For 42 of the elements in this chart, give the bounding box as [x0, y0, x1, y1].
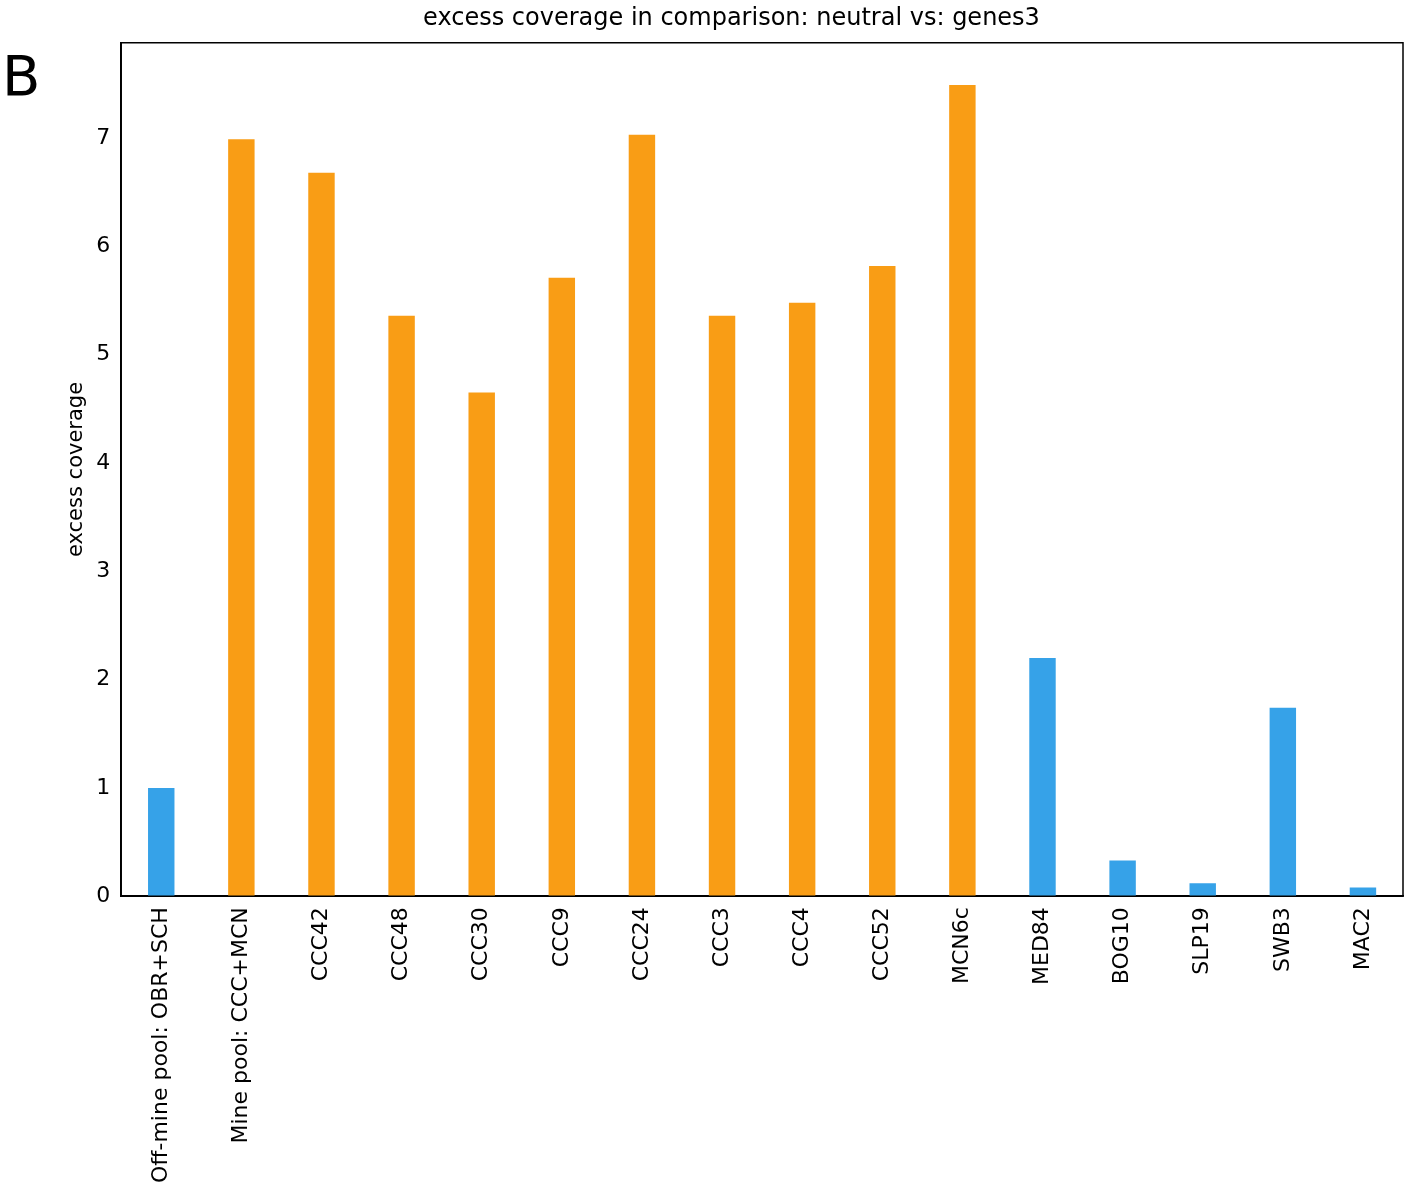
x-tick-label: CCC3: [707, 907, 733, 968]
y-axis-title: excess coverage: [63, 381, 88, 558]
x-tick-label: SLP19: [1188, 907, 1214, 975]
bar: [388, 315, 415, 897]
bar: [628, 134, 656, 897]
bar: [1189, 883, 1216, 897]
y-tick-label: 6: [96, 232, 111, 258]
bar: [468, 392, 495, 897]
x-tick-label: CCC9: [547, 907, 573, 968]
x-tick-label: Off-mine pool: OBR+SCH: [146, 907, 172, 1183]
y-tick-label: 5: [96, 340, 111, 366]
bar: [308, 172, 335, 897]
x-tick-label: CCC52: [867, 907, 893, 982]
x-tick-label: CCC48: [387, 907, 413, 982]
text: B: [2, 42, 41, 108]
x-tick-label: CCC30: [467, 907, 493, 982]
bar: [148, 787, 175, 897]
x-tick-label: MED84: [1028, 907, 1054, 985]
x-tick-label: MCN6c: [948, 907, 974, 985]
bar: [869, 265, 896, 897]
bar: [1269, 707, 1297, 897]
y-tick-label: 2: [96, 665, 111, 691]
bar: [788, 302, 816, 897]
x-tick-label: CCC24: [627, 907, 653, 982]
x-tick-label: SWB3: [1268, 907, 1294, 972]
chart-title: excess coverage in comparison: neutral vs: genes3: [423, 2, 1040, 31]
bar: [1109, 860, 1136, 897]
x-tick-label: CCC42: [307, 907, 333, 982]
y-tick-label: 4: [96, 448, 111, 474]
bar: [1029, 657, 1056, 897]
x-tick-label: BOG10: [1108, 907, 1134, 985]
y-tick-label: 7: [96, 123, 111, 149]
x-tick-label: Mine pool: CCC+MCN: [227, 907, 253, 1144]
y-tick-label: 3: [96, 557, 111, 582]
x-tick-label: CCC4: [787, 907, 813, 968]
bar: [708, 315, 736, 897]
y-tick-label: 0: [96, 881, 111, 907]
bar: [949, 85, 976, 897]
x-tick-label: MAC2: [1348, 907, 1374, 971]
bar: [228, 139, 255, 897]
bar: [548, 277, 576, 897]
y-tick-label: 1: [96, 773, 111, 799]
